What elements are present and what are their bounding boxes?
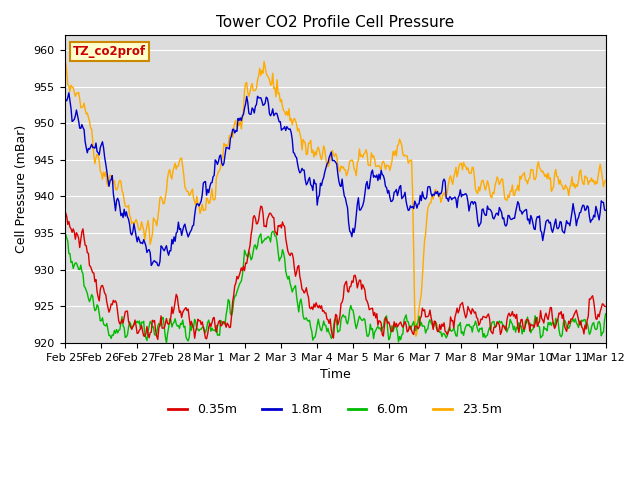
Line: 6.0m: 6.0m	[65, 231, 605, 343]
Legend: 0.35m, 1.8m, 6.0m, 23.5m: 0.35m, 1.8m, 6.0m, 23.5m	[163, 398, 507, 421]
0.35m	[506, 313, 514, 319]
6.0m	[320, 318, 328, 324]
0.35m	[323, 316, 331, 322]
1.8m	[506, 216, 514, 222]
1.8m	[155, 263, 163, 269]
0.35m	[591, 307, 598, 313]
1.8m	[356, 207, 364, 213]
23.5m	[412, 333, 420, 339]
0.35m	[602, 303, 609, 309]
1.8m	[591, 214, 598, 220]
0.35m	[356, 277, 364, 283]
6.0m	[506, 316, 514, 322]
23.5m	[505, 194, 513, 200]
1.8m	[61, 93, 68, 99]
0.35m	[257, 204, 264, 209]
Y-axis label: Cell Pressure (mBar): Cell Pressure (mBar)	[15, 125, 28, 253]
0.35m	[320, 308, 328, 313]
23.5m	[61, 52, 68, 58]
Line: 1.8m: 1.8m	[65, 93, 605, 266]
23.5m	[590, 177, 598, 183]
X-axis label: Time: Time	[320, 368, 351, 381]
1.8m	[320, 175, 328, 180]
23.5m	[317, 157, 325, 163]
Line: 0.35m: 0.35m	[65, 206, 605, 339]
23.5m	[383, 162, 390, 168]
0.35m	[154, 336, 162, 342]
6.0m	[323, 329, 331, 335]
1.8m	[385, 188, 392, 193]
6.0m	[602, 311, 609, 317]
1.8m	[602, 207, 609, 213]
6.0m	[61, 235, 68, 240]
23.5m	[353, 160, 361, 166]
1.8m	[65, 90, 73, 96]
6.0m	[163, 340, 170, 346]
0.35m	[61, 213, 68, 219]
23.5m	[602, 178, 609, 183]
23.5m	[321, 147, 328, 153]
6.0m	[269, 228, 276, 234]
Line: 23.5m: 23.5m	[65, 55, 605, 336]
1.8m	[323, 161, 331, 167]
6.0m	[591, 325, 598, 331]
6.0m	[356, 313, 364, 319]
Title: Tower CO2 Profile Cell Pressure: Tower CO2 Profile Cell Pressure	[216, 15, 454, 30]
Text: TZ_co2prof: TZ_co2prof	[73, 45, 146, 59]
6.0m	[385, 337, 392, 343]
0.35m	[385, 319, 392, 325]
